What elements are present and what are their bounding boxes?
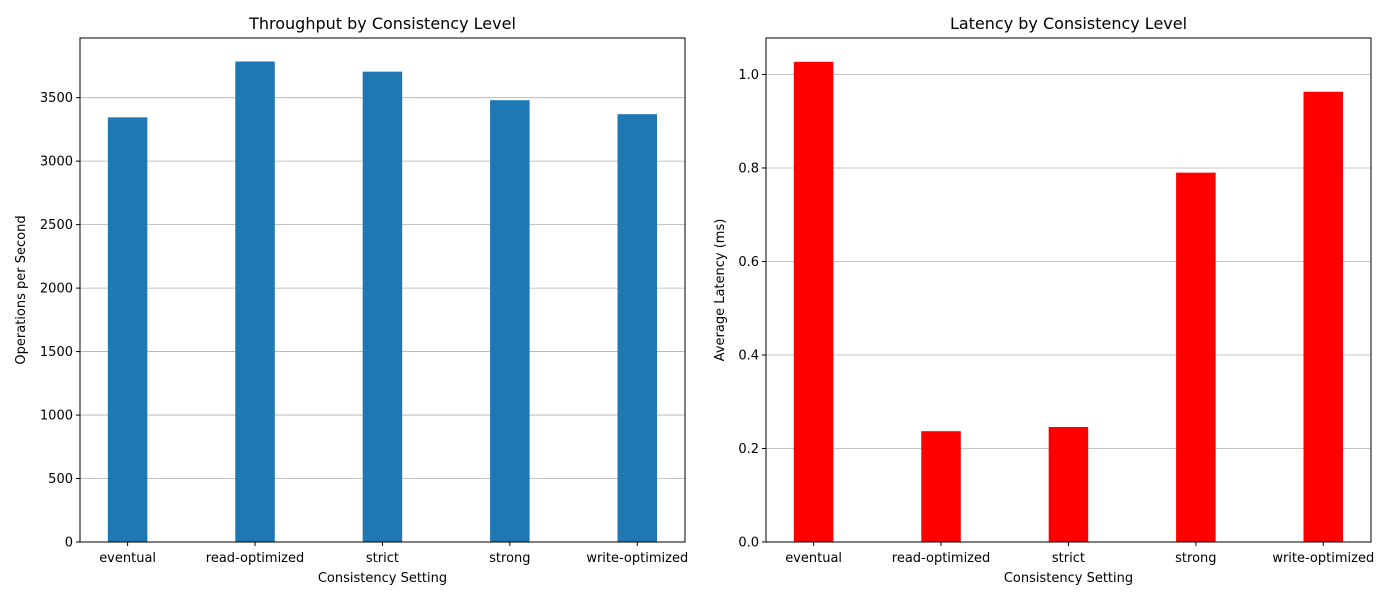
latency-y-tick-label: 0.2 — [738, 442, 759, 457]
throughput-chart-title: Throughput by Consistency Level — [248, 14, 516, 33]
throughput-x-tick-label-eventual: eventual — [99, 551, 156, 566]
latency-y-axis-label: Average Latency (ms) — [713, 219, 728, 362]
throughput-x-tick-label-write-optimized: write-optimized — [586, 551, 688, 566]
latency-bar-strong — [1176, 172, 1216, 542]
throughput-y-tick-label: 2000 — [40, 282, 73, 297]
latency-y-tick-label: 0.6 — [738, 255, 759, 270]
latency-bar-strict — [1048, 426, 1089, 542]
throughput-bar-eventual — [107, 117, 148, 542]
throughput-bar-strict — [362, 71, 403, 542]
latency-y-tick-label: 0.8 — [738, 161, 759, 176]
latency-y-tick-label: 0.0 — [738, 536, 759, 551]
throughput-y-tick-label: 0 — [65, 536, 73, 551]
throughput-chart: 0 500 1000 1500 2000 2500 3000 3500 eventual read… — [14, 14, 688, 586]
latency-chart: 0.0 0.2 0.4 0.6 0.8 1.0 eventual read-optimized… — [713, 14, 1374, 586]
throughput-bar-strong — [490, 100, 530, 543]
latency-x-tick-label-strong: strong — [1175, 551, 1216, 566]
throughput-bar-read-optimized — [235, 61, 275, 542]
latency-x-axis-label: Consistency Setting — [1004, 571, 1133, 586]
throughput-y-axis-label: Operations per Second — [14, 215, 29, 364]
latency-bar-write-optimized — [1303, 91, 1344, 542]
throughput-y-tick-label: 3000 — [40, 155, 73, 170]
latency-y-tick-label: 1.0 — [738, 68, 759, 83]
throughput-x-tick-label-read-optimized: read-optimized — [206, 551, 304, 566]
latency-chart-title: Latency by Consistency Level — [950, 14, 1187, 33]
latency-bar-read-optimized — [921, 431, 961, 542]
throughput-x-axis-label: Consistency Setting — [318, 571, 447, 586]
latency-x-tick-label-read-optimized: read-optimized — [892, 551, 990, 566]
latency-x-tick-label-eventual: eventual — [785, 551, 842, 566]
throughput-y-tick-label: 1500 — [40, 345, 73, 360]
latency-x-tick-label-strict: strict — [1052, 551, 1085, 566]
latency-y-tick-label: 0.4 — [738, 348, 759, 363]
throughput-bar-write-optimized — [617, 114, 658, 542]
throughput-y-tick-label: 2500 — [40, 218, 73, 233]
latency-bar-eventual — [793, 61, 834, 543]
throughput-y-tick-label: 500 — [48, 472, 73, 487]
throughput-y-tick-label: 1000 — [40, 409, 73, 424]
throughput-x-tick-label-strong: strong — [489, 551, 530, 566]
latency-x-tick-label-write-optimized: write-optimized — [1272, 551, 1374, 566]
throughput-x-tick-label-strict: strict — [366, 551, 399, 566]
throughput-y-tick-label: 3500 — [40, 91, 73, 106]
